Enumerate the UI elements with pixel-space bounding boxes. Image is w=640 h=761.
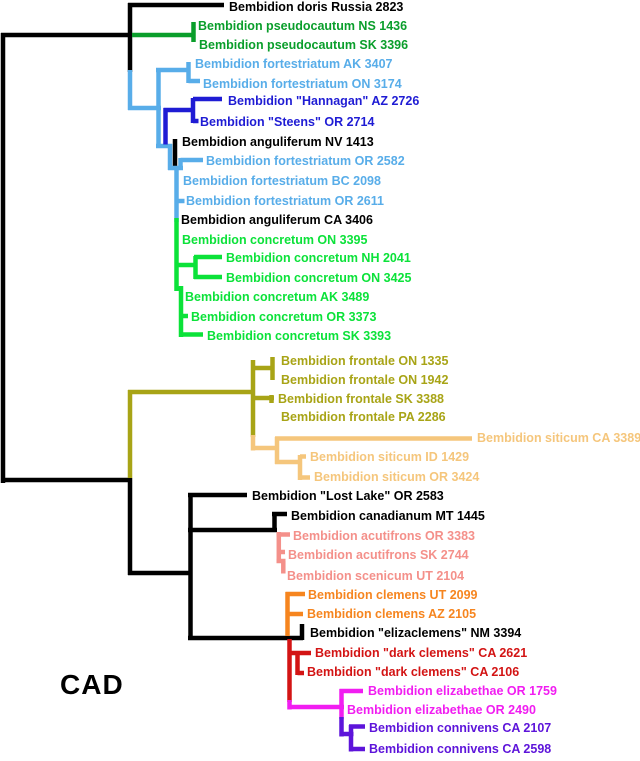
tip-label: Bembidion concretum ON 3395 (182, 233, 368, 247)
tip-label: Bembidion pseudocautum NS 1436 (198, 19, 407, 33)
tip-label: Bembidion fortestriatum ON 3174 (203, 77, 402, 91)
tip-label: Bembidion anguliferum CA 3406 (181, 213, 373, 227)
tip-label: Bembidion canadianum MT 1445 (291, 509, 485, 523)
tip-label: Bembidion fortestriatum OR 2582 (206, 154, 405, 168)
tip-label: Bembidion elizabethae OR 2490 (347, 703, 536, 717)
tip-label: Bembidion clemens AZ 2105 (307, 607, 476, 621)
tip-label: Bembidion frontale ON 1335 (281, 354, 448, 368)
tip-label: Bembidion scenicum UT 2104 (287, 569, 464, 583)
tip-label: Bembidion elizabethae OR 1759 (368, 684, 557, 698)
tip-label: Bembidion fortestriatum OR 2611 (186, 194, 384, 208)
tip-label: Bembidion concretum ON 3425 (226, 271, 412, 285)
tip-label: Bembidion concretum NH 2041 (226, 251, 411, 265)
tip-label: Bembidion acutifrons SK 2744 (288, 548, 469, 562)
tip-label: Bembidion fortestriatum BC 2098 (183, 174, 381, 188)
tip-label: Bembidion concretum AK 3489 (185, 290, 369, 304)
tip-label: Bembidion concretum SK 3393 (207, 329, 391, 343)
tip-label: Bembidion doris Russia 2823 (229, 0, 403, 14)
tip-label: Bembidion pseudocautum SK 3396 (199, 38, 408, 52)
tip-label: Bembidion concretum OR 3373 (191, 310, 377, 324)
tip-label: Bembidion clemens UT 2099 (308, 588, 478, 602)
tip-label: Bembidion siticum OR 3424 (314, 470, 479, 484)
tip-label: Bembidion frontale PA 2286 (281, 410, 446, 424)
tip-label: Bembidion acutifrons OR 3383 (293, 529, 475, 543)
tip-label: Bembidion "dark clemens" CA 2621 (315, 646, 527, 660)
tip-label: Bembidion "Steens" OR 2714 (200, 115, 374, 129)
tip-label: Bembidion anguliferum NV 1413 (182, 135, 374, 149)
tip-label: Bembidion siticum CA 3389 (477, 431, 640, 445)
tip-label: Bembidion "Lost Lake" OR 2583 (252, 489, 444, 503)
tip-label: Bembidion siticum ID 1429 (310, 450, 469, 464)
tip-label: Bembidion frontale ON 1942 (281, 373, 448, 387)
tip-label: Bembidion "Hannagan" AZ 2726 (228, 94, 419, 108)
tip-label: Bembidion connivens CA 2598 (369, 742, 551, 756)
tip-label: Bembidion frontale SK 3388 (278, 392, 444, 406)
gene-label: CAD (60, 669, 124, 700)
tip-label: Bembidion fortestriatum AK 3407 (195, 57, 393, 71)
tip-label: Bembidion connivens CA 2107 (369, 721, 551, 735)
tip-label: Bembidion "elizaclemens" NM 3394 (310, 626, 521, 640)
tip-label: Bembidion "dark clemens" CA 2106 (307, 665, 519, 679)
